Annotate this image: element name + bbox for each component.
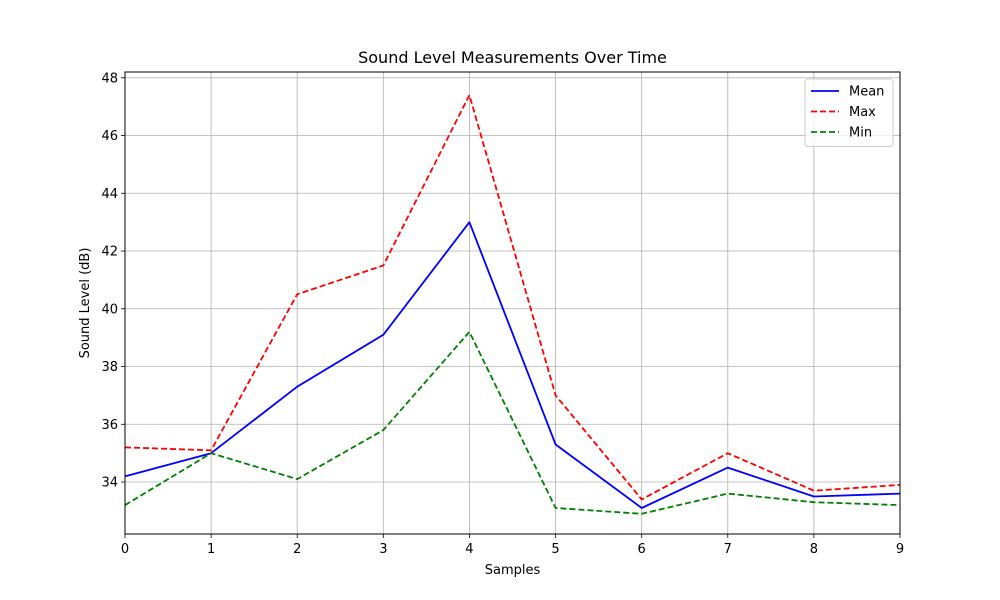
x-tick-label: 8 [810, 542, 818, 557]
series-line-mean [124, 221, 901, 509]
x-tick-label: 5 [551, 542, 559, 557]
y-tick-label: 38 [101, 360, 118, 375]
plot-area-background [125, 72, 900, 534]
y-tick-label: 48 [101, 71, 118, 86]
x-tick-label: 7 [724, 542, 732, 557]
legend-box [804, 78, 894, 147]
legend-label-mean: Mean [849, 85, 884, 100]
y-tick-label: 44 [101, 187, 118, 202]
x-tick-label: 9 [896, 542, 904, 557]
x-axis-title: Samples [485, 563, 541, 578]
series-line-min [124, 330, 901, 515]
y-tick-label: 40 [101, 302, 118, 317]
y-axis-title: Sound Level (dB) [78, 248, 93, 359]
series-line-max [124, 94, 901, 501]
legend-label-max: Max [849, 105, 876, 120]
legend: Mean Max Min [804, 78, 894, 147]
legend-label-min: Min [849, 126, 872, 141]
x-tick-label: 6 [638, 542, 646, 557]
x-tick-label: 0 [121, 542, 129, 557]
series-lines [124, 94, 901, 515]
chart-title: Sound Level Measurements Over Time [358, 48, 667, 67]
y-tick-label: 42 [101, 245, 118, 260]
x-tick-label: 2 [293, 542, 301, 557]
x-tick-label: 1 [207, 542, 215, 557]
y-tick-label: 46 [101, 129, 118, 144]
plot-area-frame [124, 71, 901, 535]
x-tick-label: 3 [379, 542, 387, 557]
x-tick-label: 4 [465, 542, 473, 557]
y-tick-label: 36 [101, 418, 118, 433]
y-tick-label: 34 [101, 476, 118, 491]
